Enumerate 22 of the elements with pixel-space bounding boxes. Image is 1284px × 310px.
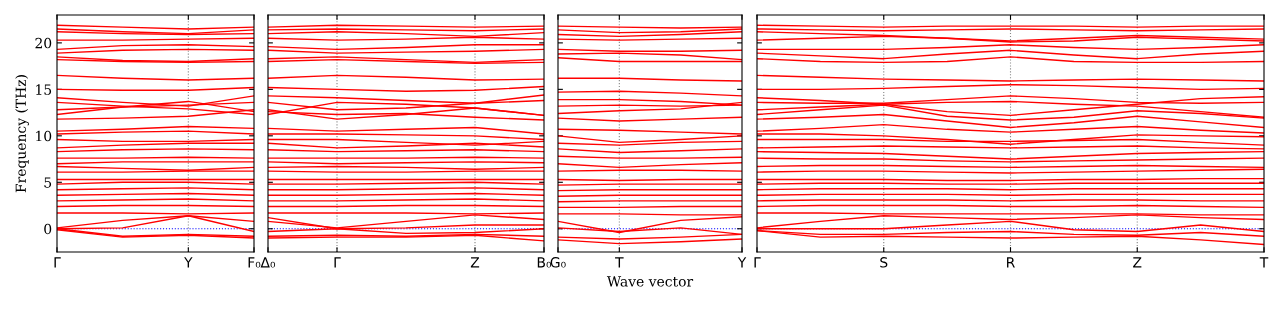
x-tick-label: F₀: [248, 257, 261, 268]
x-tick-label: Γ: [54, 257, 61, 268]
y-tick-label: 10: [36, 130, 52, 142]
x-tick-label: B₀: [537, 257, 552, 268]
y-tick-label: 20: [35, 37, 52, 49]
x-tick-label: Δ₀: [260, 257, 276, 268]
y-tick-label: 5: [44, 177, 52, 188]
x-tick-label: Z: [470, 257, 480, 268]
x-tick-label: Γ: [754, 257, 761, 268]
x-tick-label: R: [1007, 257, 1015, 268]
y-axis-title: Frequency (THz): [15, 75, 29, 193]
x-tick-label: T: [1259, 257, 1269, 268]
x-axis-title: Wave vector: [606, 276, 694, 287]
x-tick-label: Z: [1133, 257, 1142, 268]
y-tick-label: 0: [44, 223, 52, 235]
y-tick-label: 15: [36, 84, 52, 95]
x-tick-label: S: [880, 257, 888, 268]
x-tick-label: T: [615, 257, 624, 268]
x-tick-label: G₀: [550, 257, 566, 268]
x-tick-label: Y: [737, 257, 747, 268]
x-tick-label: Y: [184, 257, 193, 268]
x-tick-label: Γ: [334, 257, 341, 268]
